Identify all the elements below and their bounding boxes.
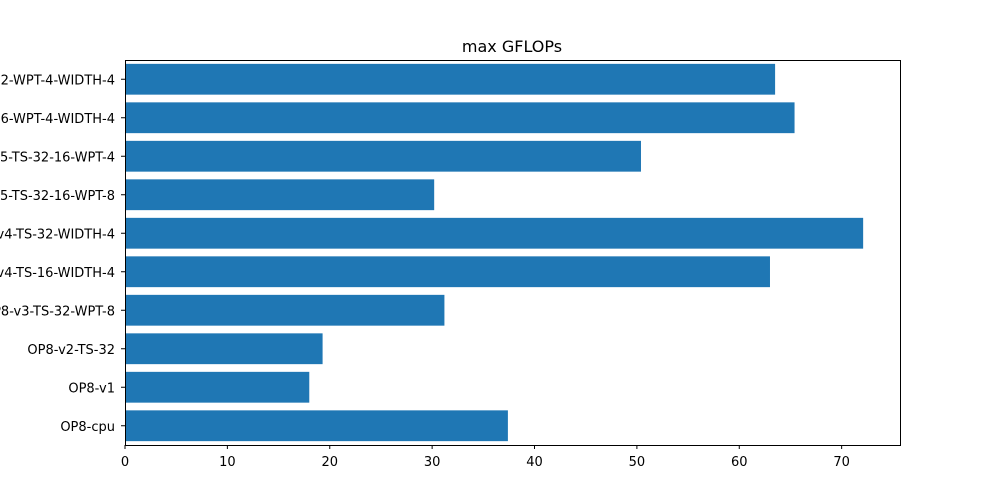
x-tick-label: 10	[219, 455, 236, 470]
bar-OP8-v3-TS-32-WPT-8	[125, 294, 445, 326]
x-tick-label: 20	[321, 455, 338, 470]
bar-OP8-v6-TS-32-WPT-4-WIDTH-4	[125, 63, 776, 95]
y-tick-label: OP8-v3-TS-32-WPT-8	[0, 304, 115, 319]
y-tick-label: OP8-cpu	[60, 420, 115, 435]
bar-OP8-v6-TS-16-WPT-4-WIDTH-4	[125, 102, 795, 134]
y-tick-label: OP8-v4-TS-16-WIDTH-4	[0, 266, 115, 281]
x-tick-label: 50	[629, 455, 646, 470]
plot-frame	[125, 60, 901, 446]
y-tick-label: OP8-v6-TS-32-WPT-4-WIDTH-4	[0, 73, 115, 88]
x-tick-label: 0	[121, 455, 129, 470]
y-tick-label: OP8-v1	[68, 381, 115, 396]
chart-title: max GFLOPs	[462, 37, 562, 56]
y-axis-ticks: OP8-cpu OP8-v1 OP8-v2-TS-32 OP8-v3-TS-32-WP…	[0, 73, 125, 435]
bars-group	[125, 63, 864, 442]
bar-OP8-v5-TS-32-16-WPT-4	[125, 140, 641, 172]
bar-OP8-v5-TS-32-16-WPT-8	[125, 179, 435, 211]
bar-OP8-v2-TS-32	[125, 333, 323, 365]
y-tick-label: OP8-v6-TS-16-WPT-4-WIDTH-4	[0, 112, 115, 127]
y-tick-label: OP8-v5-TS-32-16-WPT-8	[0, 189, 115, 204]
y-tick-label: OP8-v2-TS-32	[27, 343, 115, 358]
y-tick-label: OP8-v4-TS-32-WIDTH-4	[0, 227, 115, 242]
bar-OP8-v1	[125, 371, 310, 403]
bar-OP8-cpu	[125, 410, 508, 442]
x-tick-label: 70	[833, 455, 850, 470]
x-tick-label: 40	[526, 455, 543, 470]
x-axis-ticks: 0 10 20 30 40 50 60 70	[121, 445, 850, 470]
bar-OP8-v4-TS-16-WIDTH-4	[125, 256, 770, 288]
bar-OP8-v4-TS-32-WIDTH-4	[125, 217, 864, 249]
x-tick-label: 60	[731, 455, 748, 470]
x-tick-label: 30	[424, 455, 441, 470]
y-tick-label: OP8-v5-TS-32-16-WPT-4	[0, 150, 115, 165]
